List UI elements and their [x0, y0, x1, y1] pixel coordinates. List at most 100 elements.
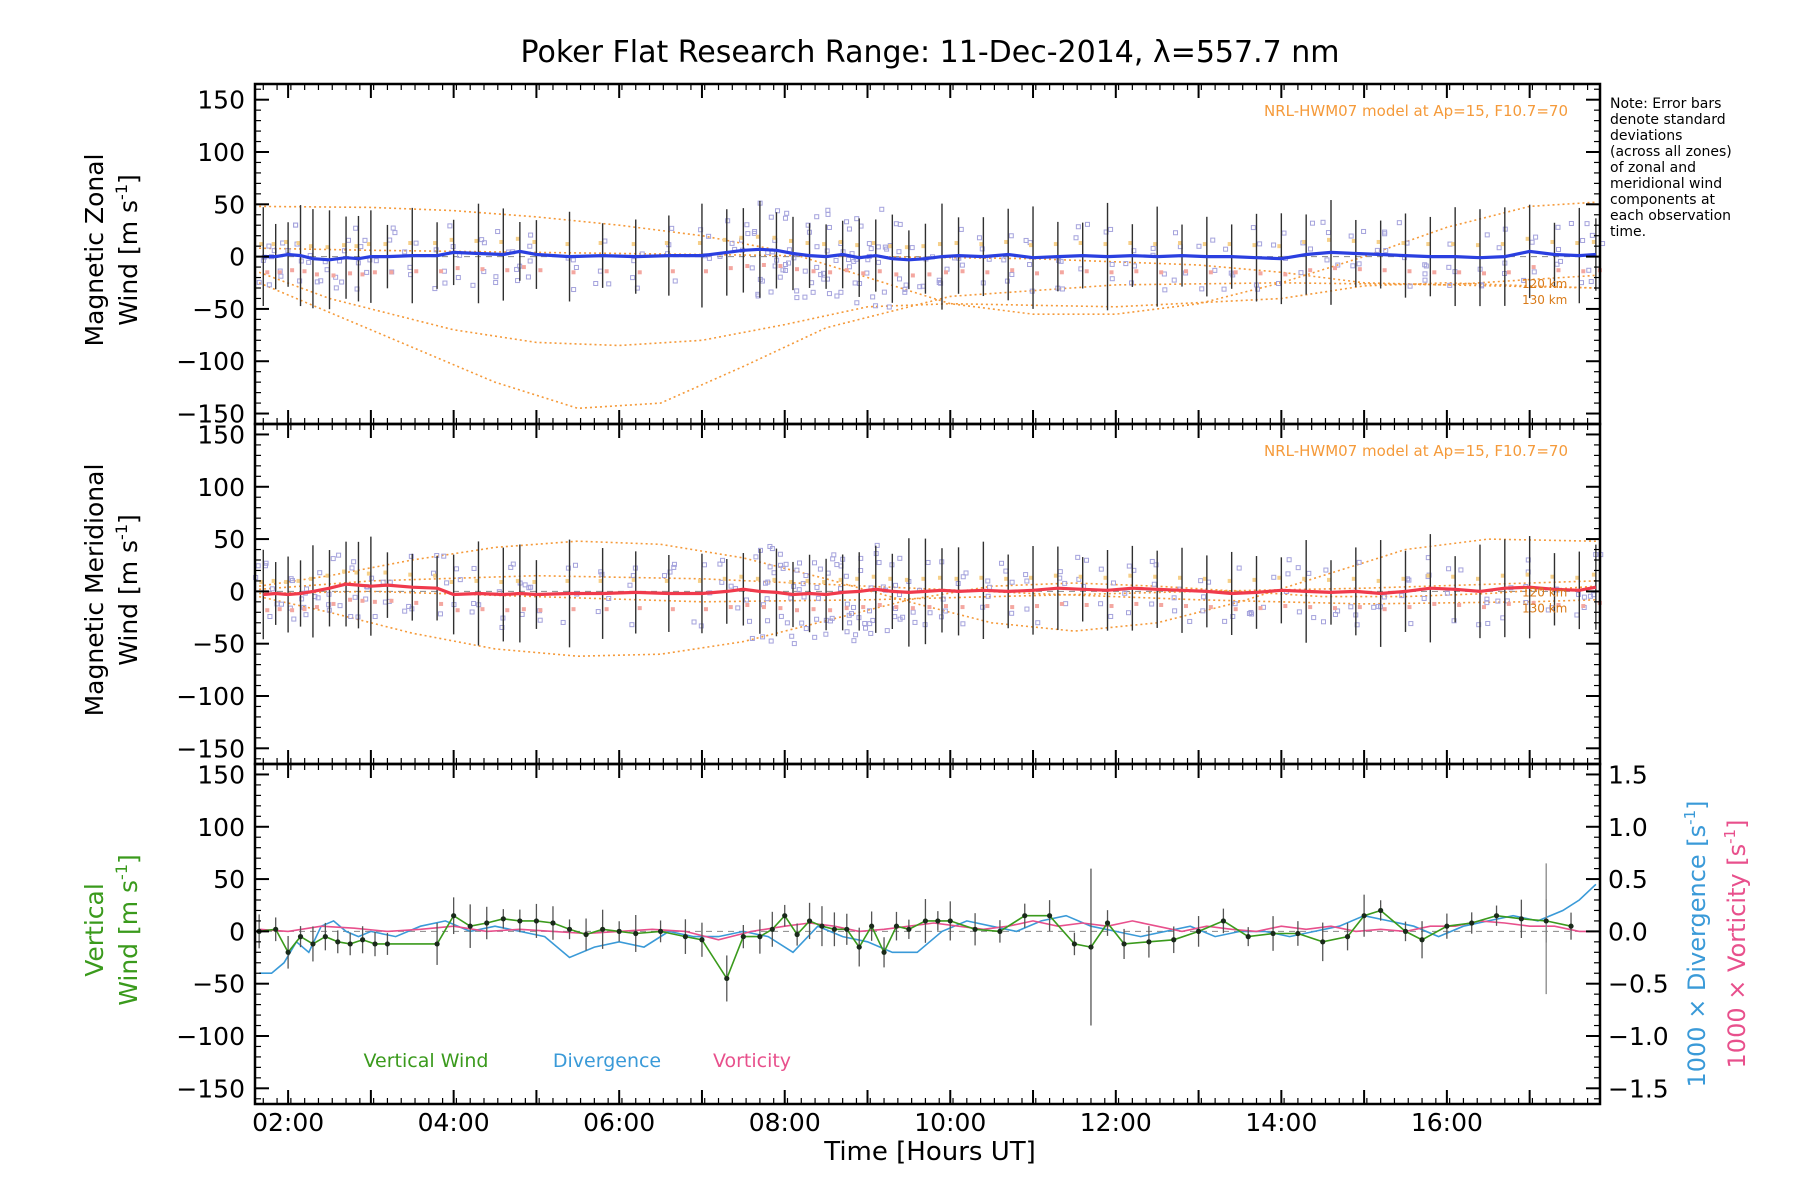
zone-point-model [855, 576, 860, 581]
zone-point [1221, 286, 1227, 292]
zone-point [1320, 219, 1326, 225]
zone-point [844, 601, 850, 607]
zone-point [672, 278, 678, 284]
zone-point [597, 268, 603, 274]
zone-point [372, 614, 378, 620]
zone-point [527, 243, 533, 249]
zone-point-alt [943, 604, 948, 609]
zone-point [1574, 612, 1580, 618]
zone-point-alt [302, 607, 307, 612]
zone-point [1399, 593, 1405, 599]
zone-point [818, 272, 824, 278]
zone-point [830, 556, 836, 562]
vertical-wind-point [1146, 939, 1152, 945]
vertical-wind-point [947, 918, 953, 924]
vertical-wind-point [1402, 928, 1409, 934]
zone-point [775, 208, 781, 214]
zone-point [791, 255, 797, 261]
zone-point [812, 634, 818, 640]
zone-point [1495, 598, 1501, 604]
zone-point-model [1475, 243, 1480, 248]
zone-point [897, 221, 903, 227]
zone-point [671, 564, 677, 570]
zone-point [1171, 277, 1177, 283]
zone-point [1062, 580, 1068, 586]
zone-point-alt [302, 269, 307, 274]
zone-point-model [954, 241, 959, 246]
zone-point [1529, 239, 1535, 245]
zone-point [1476, 622, 1482, 628]
zone-point [339, 279, 345, 285]
zone-point [725, 218, 731, 224]
zone-point-alt [1059, 601, 1064, 606]
zone-point-model [1277, 244, 1282, 249]
zone-point-model [1426, 242, 1431, 247]
vertical-wind-point [583, 931, 589, 938]
zone-point [847, 620, 853, 626]
zone-point [1250, 225, 1256, 231]
zone-point [862, 620, 868, 626]
zone-point [1586, 267, 1592, 273]
vertical-wind-point [922, 918, 929, 924]
zone-point [1422, 271, 1428, 277]
zone-point-alt [1283, 272, 1288, 277]
zone-point [1589, 232, 1595, 238]
zone-point [749, 265, 755, 271]
zone-point [794, 288, 800, 294]
zone-point-alt [1308, 268, 1313, 273]
zone-point [834, 562, 840, 568]
zone-point [1257, 241, 1263, 247]
zone-point [390, 225, 396, 231]
zone-point [854, 300, 860, 306]
zone-point-model [515, 578, 520, 583]
zone-point-alt [894, 605, 899, 610]
zone-point [324, 267, 330, 273]
zone-point-alt [571, 607, 576, 612]
zone-point [1447, 282, 1453, 288]
zone-point [1545, 607, 1551, 613]
zone-point-model [805, 241, 810, 246]
note-line: (across all zones) [1610, 144, 1732, 160]
zone-point-model [342, 569, 347, 574]
zone-point-model [937, 575, 942, 580]
zone-point [1523, 600, 1529, 606]
zone-point [437, 611, 443, 617]
zone-point-model [433, 573, 438, 578]
zone-point [1588, 279, 1594, 285]
zone-point-model [532, 579, 537, 584]
zone-point-alt [389, 598, 394, 603]
right-y-tick-label: 1.0 [1608, 813, 1648, 842]
zone-point [1249, 611, 1255, 617]
zone-point-model [722, 237, 727, 242]
y-tick-label: 100 [197, 813, 245, 842]
zone-point [387, 237, 393, 243]
vertical-wind-point [740, 934, 746, 940]
zone-point-alt [1531, 600, 1536, 605]
zone-point [1063, 601, 1069, 607]
plot-frame [253, 762, 1602, 1106]
zone-point [867, 621, 873, 627]
zone-point-alt [360, 598, 365, 603]
vertical-wind-point [1419, 937, 1425, 943]
zone-point-alt [761, 605, 766, 610]
zone-point-alt [1184, 269, 1189, 274]
vertical-wind-point [935, 918, 941, 924]
zone-point [345, 237, 351, 243]
zone-point-alt [505, 268, 510, 273]
zone-point [735, 605, 741, 611]
zone-point [1172, 608, 1178, 614]
zone-point [794, 295, 800, 301]
zone-point-model [789, 579, 793, 584]
zone-point [1075, 554, 1081, 560]
zone-point [433, 247, 439, 253]
zone-point [749, 635, 755, 641]
zone-point [298, 258, 304, 264]
zone-point [863, 625, 869, 631]
zone-point [1255, 286, 1261, 292]
zone-point [1027, 262, 1033, 268]
zone-point [1123, 261, 1129, 267]
zone-point [1271, 242, 1277, 248]
zone-point [565, 565, 571, 571]
zone-point [1210, 237, 1216, 243]
zone-point-alt [670, 607, 675, 612]
